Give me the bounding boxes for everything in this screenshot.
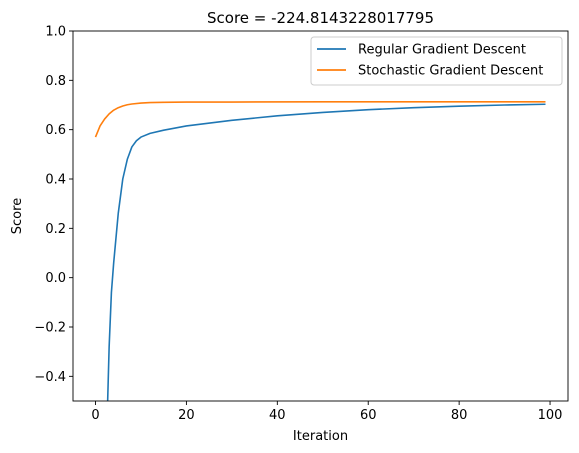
x-tick-label: 20 bbox=[178, 408, 195, 423]
x-tick-label: 100 bbox=[538, 408, 563, 423]
series-line-regular-gradient-descent bbox=[106, 103, 546, 401]
y-tick-label: 1.0 bbox=[45, 25, 66, 40]
x-tick-label: 40 bbox=[269, 408, 286, 423]
x-tick-label: 0 bbox=[91, 408, 99, 423]
legend-box bbox=[310, 36, 563, 86]
y-tick-label: 0.0 bbox=[45, 271, 66, 286]
y-axis-label: Score bbox=[10, 198, 25, 234]
y-tick-label: 0.4 bbox=[45, 173, 66, 188]
y-tick-label: 0.6 bbox=[45, 123, 66, 138]
x-tick-label: 80 bbox=[451, 408, 468, 423]
legend-label: Regular Gradient Descent bbox=[358, 43, 526, 58]
chart-title: Score = -224.8143228017795 bbox=[207, 9, 434, 27]
y-tick-label: −0.2 bbox=[34, 321, 66, 336]
y-tick-label: −0.4 bbox=[34, 370, 66, 385]
legend-label: Stochastic Gradient Descent bbox=[358, 64, 543, 79]
plot-frame bbox=[72, 30, 569, 402]
series-line-stochastic-gradient-descent bbox=[94, 100, 546, 138]
y-tick-label: 0.2 bbox=[45, 222, 66, 237]
x-tick-label: 60 bbox=[360, 408, 377, 423]
plot-area: 0 20 40 60 80 100 −0.4 −0.2 0.0 0.2 0.4 0.6 0.8 1.0 Re… bbox=[34, 25, 569, 423]
y-tick-label: 0.8 bbox=[45, 74, 66, 89]
x-axis-label: Iteration bbox=[293, 429, 348, 444]
